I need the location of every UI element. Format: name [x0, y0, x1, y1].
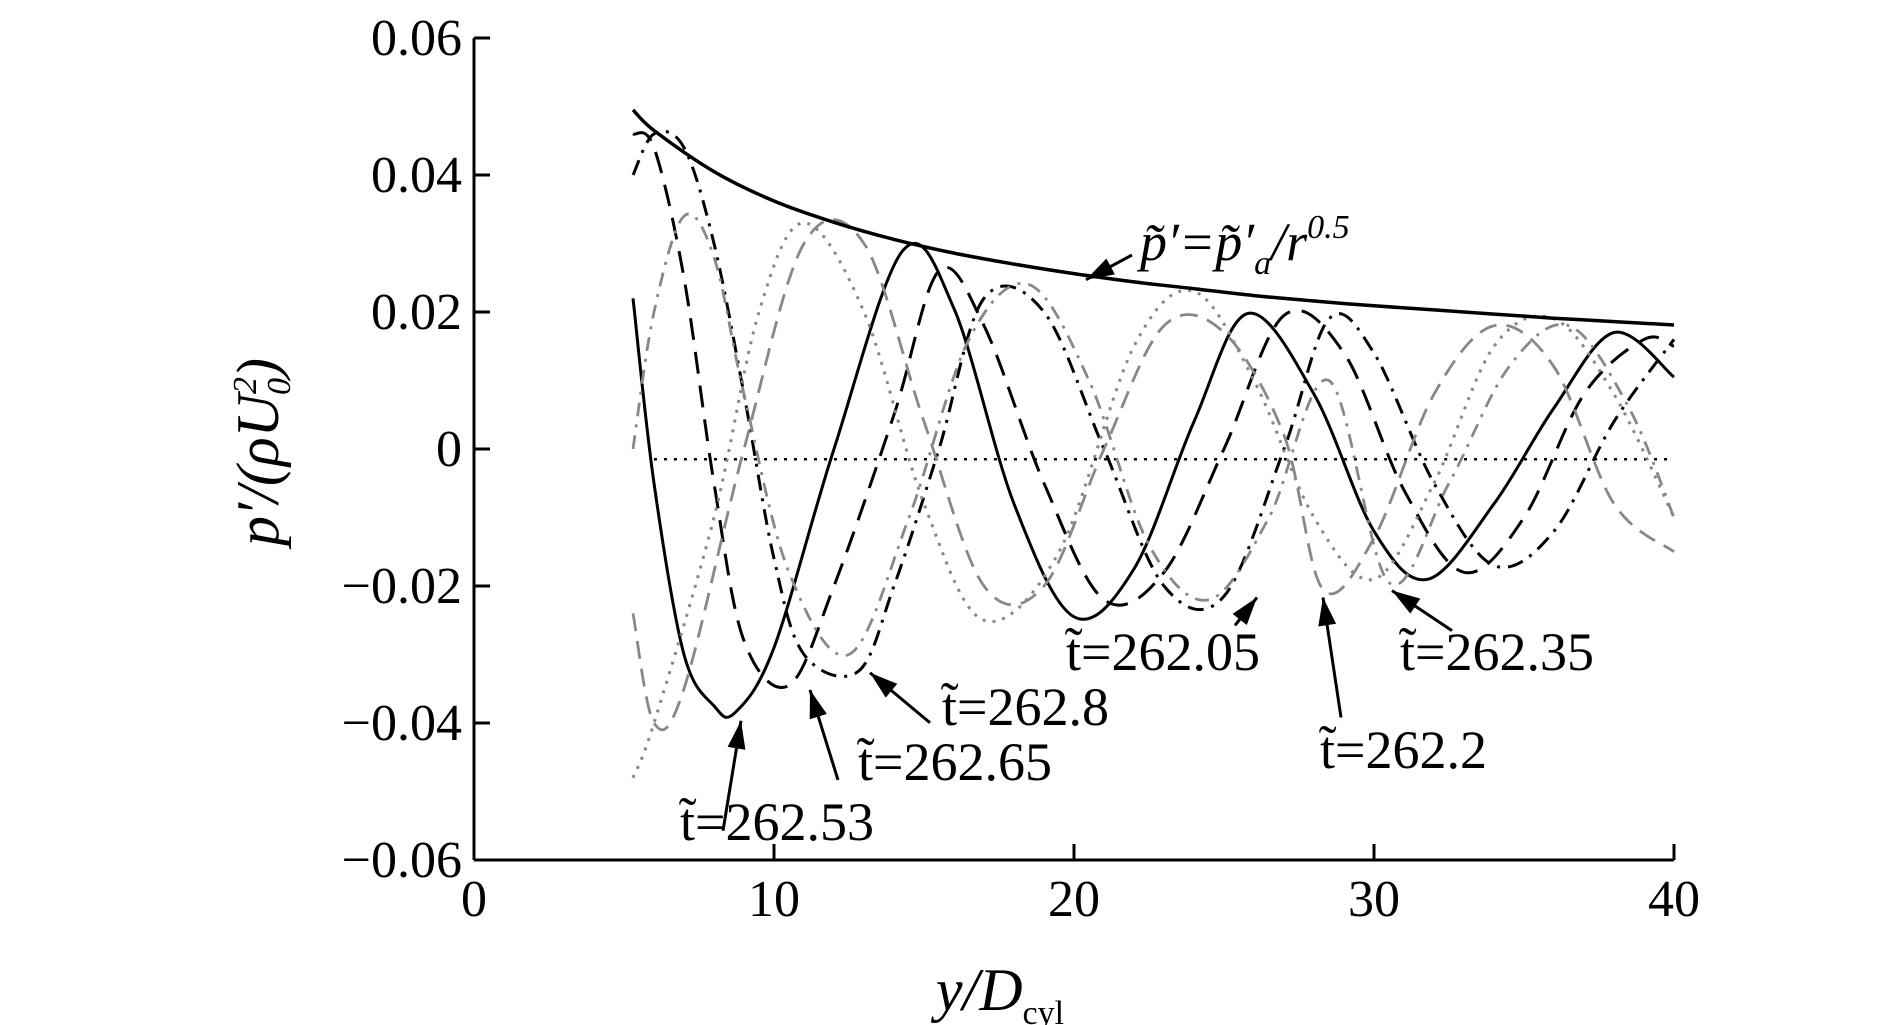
series-line-4: [631, 221, 1676, 779]
ticks: 0.060.040.020−0.02−0.04−0.060 10 20 30 40: [342, 10, 1700, 928]
y-tick-label: −0.04: [342, 695, 462, 752]
annotation-arrow-6-head: [1392, 590, 1421, 614]
y-tick-label: −0.06: [342, 832, 462, 889]
annotation-arrow-5-head: [1318, 597, 1337, 627]
series-line-5: [631, 218, 1675, 732]
envelope-arrow-head: [1086, 258, 1115, 280]
y-axis-label: p′/(ρU20): [225, 358, 298, 550]
y-tick-label: 0.02: [371, 284, 462, 341]
annotation-262-05: t̃=262.05: [1065, 622, 1260, 682]
annotation-262-8: t̃=262.8: [941, 677, 1109, 737]
annotation-262-35: t̃=262.35: [1399, 622, 1594, 682]
annotation-arrow-1-head: [727, 720, 746, 750]
y-tick-label: 0.04: [371, 147, 462, 204]
x-axis-label: y/Dcyl: [930, 957, 1064, 1025]
annotation-262-2: t̃=262.2: [1319, 720, 1487, 780]
x-tick-label: 20: [1048, 871, 1100, 928]
series-line-6: [631, 212, 1676, 657]
x-tick-label: 30: [1348, 871, 1400, 928]
annotation-262-65: t̃=262.65: [857, 732, 1052, 792]
y-tick-label: 0: [436, 421, 462, 478]
series-line-1: [631, 241, 1675, 719]
annotation-262-53: t̃=262.53: [679, 792, 874, 852]
annotation-arrow-3-head: [870, 672, 898, 698]
series-line-2: [632, 131, 1675, 689]
series-line-3: [631, 129, 1676, 678]
y-tick-label: −0.02: [342, 558, 462, 615]
envelope-line: [631, 108, 1675, 327]
envelope-label: p̃′=p̃′a/r0.5: [1136, 209, 1350, 282]
arrows: [721, 253, 1453, 831]
y-tick-label: 0.06: [371, 10, 462, 67]
x-tick-label: 0: [461, 871, 487, 928]
x-tick-label: 10: [748, 871, 800, 928]
curves: [631, 108, 1676, 779]
x-tick-label: 40: [1648, 871, 1700, 928]
annotation-arrow-2-head: [809, 689, 827, 720]
annotation-arrow-4-head: [1232, 597, 1257, 625]
